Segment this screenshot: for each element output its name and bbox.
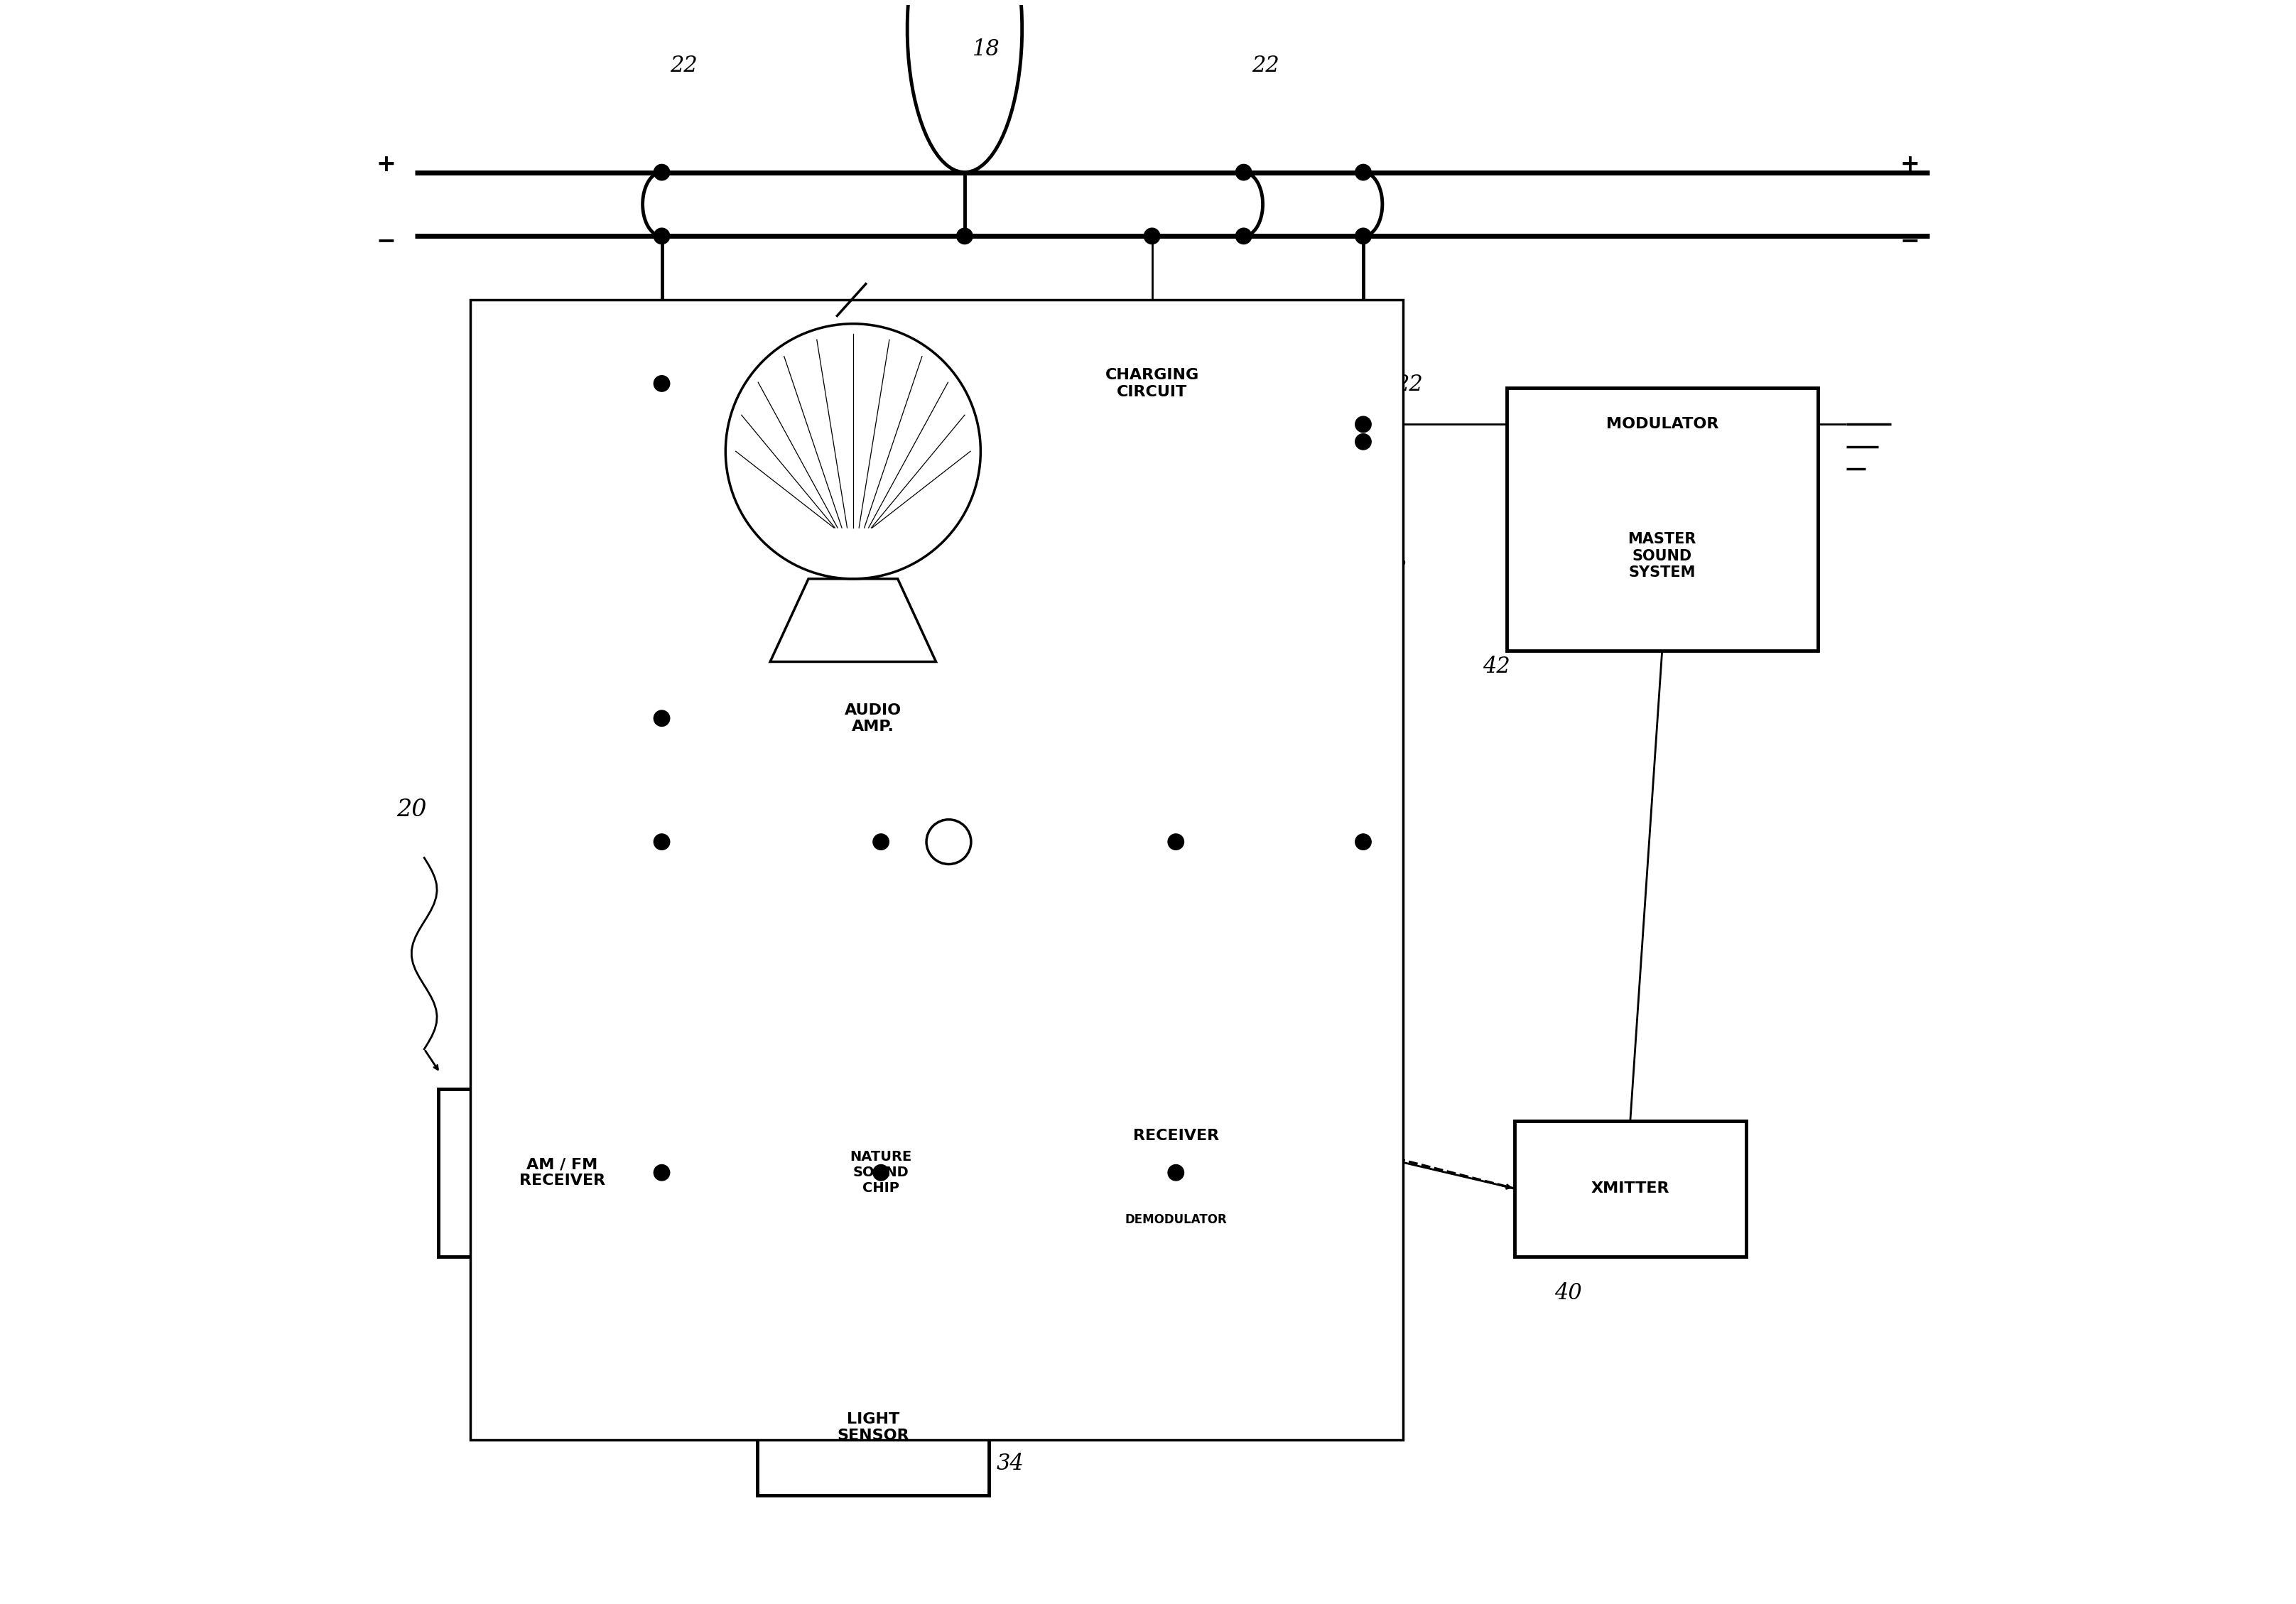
Text: +: + bbox=[377, 152, 395, 176]
Text: MASTER
SOUND
SYSTEM: MASTER SOUND SYSTEM bbox=[1628, 533, 1697, 579]
Circle shape bbox=[1235, 164, 1251, 180]
Text: 42: 42 bbox=[1483, 656, 1511, 677]
Text: SWITCH: SWITCH bbox=[983, 852, 1031, 861]
Text: 26: 26 bbox=[730, 723, 758, 746]
Text: AM / FM
RECEIVER: AM / FM RECEIVER bbox=[519, 1158, 606, 1189]
Circle shape bbox=[1355, 433, 1371, 449]
Bar bbox=[804, 670, 902, 720]
Bar bbox=[439, 1089, 687, 1256]
Bar bbox=[758, 1089, 1006, 1256]
Text: 24: 24 bbox=[730, 390, 758, 412]
Text: −: − bbox=[1901, 229, 1919, 252]
Bar bbox=[1155, 579, 1322, 629]
Circle shape bbox=[872, 1165, 889, 1181]
Bar bbox=[1155, 648, 1322, 696]
Circle shape bbox=[1235, 228, 1251, 244]
Circle shape bbox=[654, 1165, 670, 1181]
Circle shape bbox=[872, 834, 889, 850]
Text: RECEIVER: RECEIVER bbox=[1132, 1129, 1219, 1144]
Text: LIGHT
SENSOR: LIGHT SENSOR bbox=[838, 1413, 909, 1444]
Text: SELECTOR: SELECTOR bbox=[983, 821, 1047, 832]
Circle shape bbox=[654, 375, 670, 391]
Text: XMITTER: XMITTER bbox=[1591, 1182, 1669, 1195]
Circle shape bbox=[957, 228, 974, 244]
Circle shape bbox=[1355, 417, 1371, 433]
Text: 32: 32 bbox=[794, 1282, 822, 1304]
Bar bbox=[758, 1360, 990, 1495]
Text: DEMODULATOR: DEMODULATOR bbox=[1125, 1213, 1226, 1225]
Bar bbox=[471, 300, 1403, 1440]
Circle shape bbox=[654, 711, 670, 727]
Text: 38: 38 bbox=[1097, 1027, 1125, 1049]
Text: MODULATOR: MODULATOR bbox=[1605, 417, 1717, 431]
Bar bbox=[1019, 316, 1283, 451]
Text: −: − bbox=[377, 229, 395, 252]
Circle shape bbox=[654, 834, 670, 850]
Bar bbox=[1155, 510, 1322, 560]
Bar bbox=[758, 643, 990, 794]
Circle shape bbox=[1355, 228, 1371, 244]
Circle shape bbox=[1355, 164, 1371, 180]
Circle shape bbox=[1169, 1165, 1185, 1181]
Text: 30: 30 bbox=[1300, 334, 1327, 356]
Text: 34: 34 bbox=[996, 1453, 1024, 1474]
Text: 28: 28 bbox=[1380, 558, 1407, 581]
Text: 18: 18 bbox=[974, 38, 1001, 61]
Circle shape bbox=[1355, 834, 1371, 850]
Text: NATURE
SOUND
CHIP: NATURE SOUND CHIP bbox=[850, 1150, 912, 1195]
Text: 22: 22 bbox=[1396, 374, 1424, 396]
Bar bbox=[1155, 441, 1322, 491]
Circle shape bbox=[654, 164, 670, 180]
Text: 22: 22 bbox=[1251, 55, 1279, 77]
Text: +: + bbox=[1901, 152, 1919, 176]
Text: AUDIO
AMP.: AUDIO AMP. bbox=[845, 703, 902, 733]
Text: 20: 20 bbox=[397, 799, 427, 821]
Text: 22: 22 bbox=[670, 55, 698, 77]
Text: 40: 40 bbox=[1554, 1282, 1582, 1304]
Bar bbox=[1045, 1089, 1306, 1256]
Circle shape bbox=[1169, 834, 1185, 850]
Text: 36: 36 bbox=[489, 1282, 517, 1304]
Bar bbox=[1515, 1121, 1745, 1256]
Circle shape bbox=[1143, 228, 1159, 244]
Circle shape bbox=[925, 820, 971, 865]
Circle shape bbox=[654, 228, 670, 244]
Bar bbox=[1506, 388, 1818, 651]
Text: CHARGING
CIRCUIT: CHARGING CIRCUIT bbox=[1104, 369, 1199, 399]
